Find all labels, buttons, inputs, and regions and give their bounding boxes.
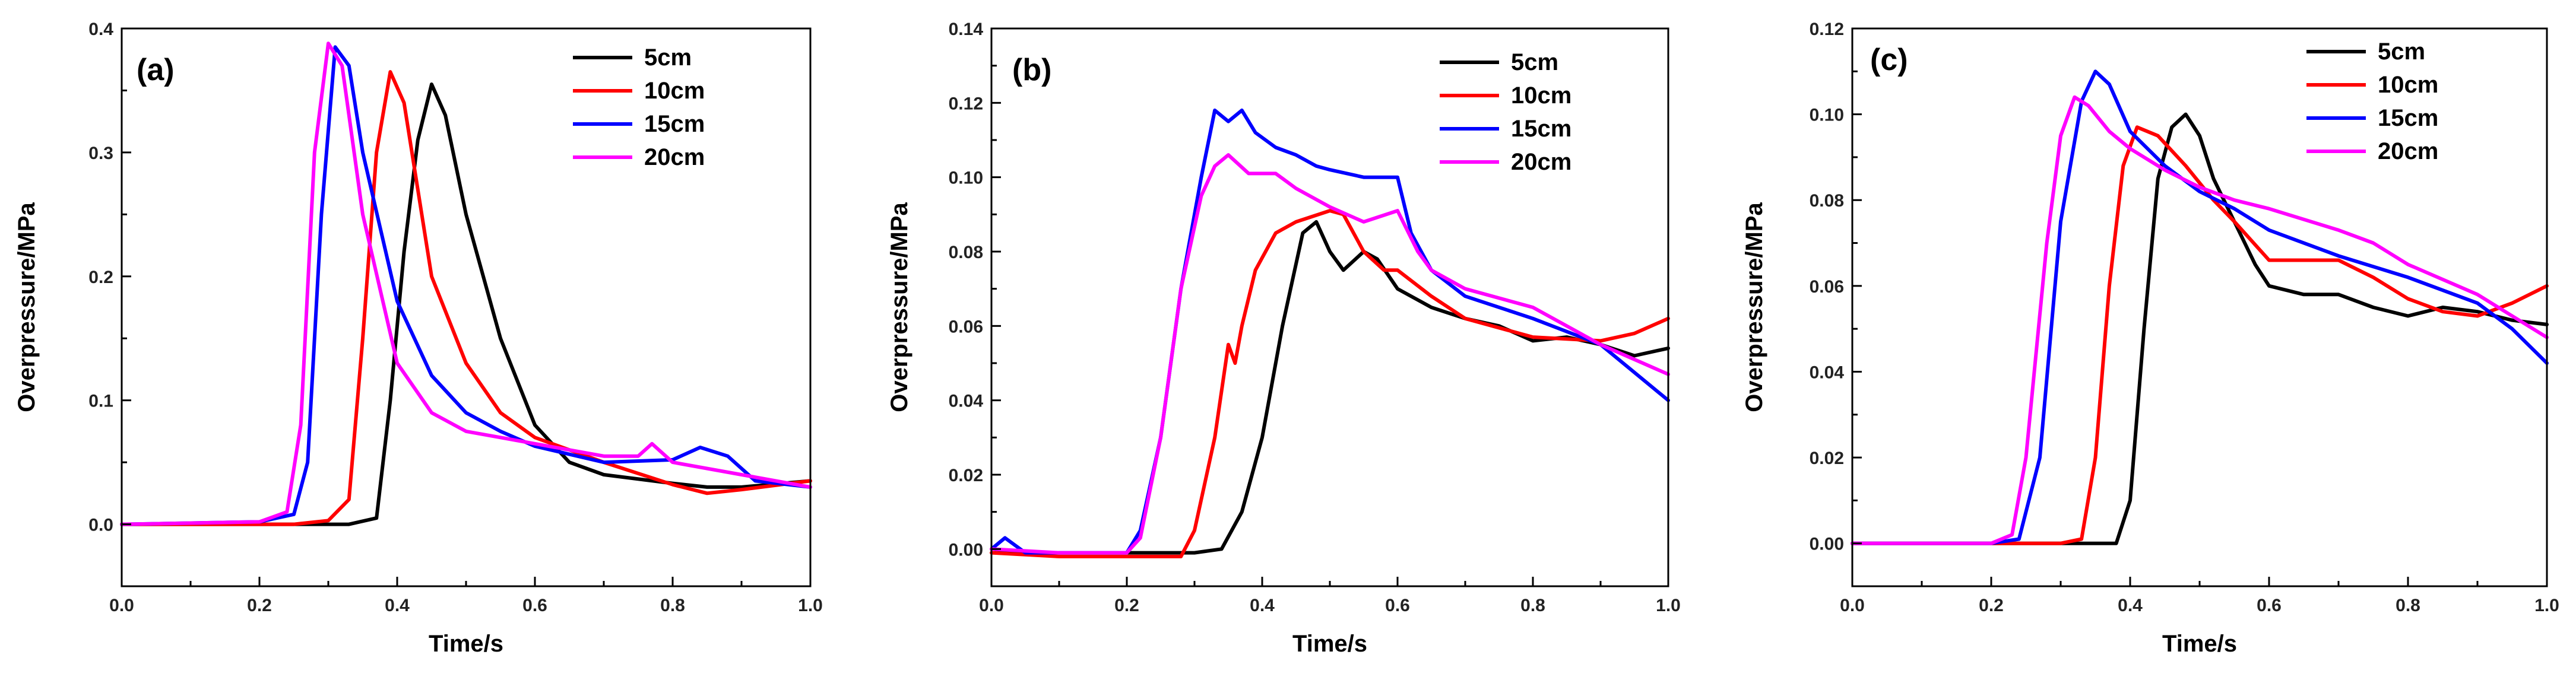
legend: 5cm 10cm 15cm 20cm bbox=[573, 45, 705, 170]
y-tick-label: 0.4 bbox=[88, 20, 113, 39]
x-tick-label: 0.8 bbox=[1520, 596, 1545, 615]
legend-label-5cm: 5cm bbox=[644, 45, 692, 71]
y-axis-title: Overpressure/MPa bbox=[1741, 202, 1767, 412]
series-line-15cm bbox=[120, 45, 812, 526]
y-tick-label: 0.08 bbox=[1810, 191, 1844, 211]
series-line-15cm bbox=[1851, 69, 2549, 545]
panel-a: 0.0 0.2 0.4 0.6 0.8 1.0 0.0 0.1 0.2 0.3 0.4 Time/s O… bbox=[14, 20, 823, 657]
y-axis-title: Overpressure/MPa bbox=[14, 202, 40, 412]
series-line-20cm bbox=[1851, 95, 2549, 545]
y-tick-label: 0.1 bbox=[88, 392, 113, 411]
x-tick-label: 0.2 bbox=[247, 596, 272, 615]
y-tick-label: 0.10 bbox=[949, 169, 983, 188]
series-line-5cm bbox=[120, 82, 812, 526]
panel-label: (c) bbox=[1870, 43, 1908, 77]
y-tick-label: 0.10 bbox=[1810, 106, 1844, 125]
legend-label-20cm: 20cm bbox=[2378, 138, 2438, 164]
y-tick-label: 0.00 bbox=[1810, 535, 1844, 554]
x-tick-label: 0.0 bbox=[1840, 596, 1865, 615]
y-tick-label: 0.00 bbox=[949, 540, 983, 560]
panel-b: 0.0 0.2 0.4 0.6 0.8 1.0 0.00 0.02 0.04 0.06 0.08 0.… bbox=[886, 20, 1681, 657]
x-tick-label: 0.2 bbox=[1114, 596, 1139, 615]
y-tick-label: 0.06 bbox=[949, 317, 983, 336]
legend-label-15cm: 15cm bbox=[2378, 105, 2438, 131]
legend-label-20cm: 20cm bbox=[1511, 149, 1571, 175]
legend-label-20cm: 20cm bbox=[644, 144, 705, 170]
x-tick-label: 0.6 bbox=[1385, 596, 1410, 615]
x-axis-title: Time/s bbox=[2162, 631, 2237, 657]
y-tick-label: 0.12 bbox=[1810, 20, 1844, 39]
legend-label-10cm: 10cm bbox=[644, 78, 705, 104]
y-tick-label: 0.02 bbox=[1810, 449, 1844, 468]
x-tick-label: 0.4 bbox=[385, 596, 410, 615]
x-tick-label: 1.0 bbox=[2534, 596, 2559, 615]
y-tick-label: 0.04 bbox=[949, 392, 984, 411]
x-axis-title: Time/s bbox=[429, 631, 503, 657]
plot-frame bbox=[121, 27, 812, 587]
x-tick-label: 0.4 bbox=[1250, 596, 1275, 615]
series-line-15cm bbox=[990, 108, 1670, 555]
series-line-10cm bbox=[1851, 125, 2549, 545]
plot-frame bbox=[990, 27, 1669, 587]
x-tick-label: 0.0 bbox=[109, 596, 134, 615]
legend-label-10cm: 10cm bbox=[1511, 82, 1571, 109]
y-tick-label: 0.02 bbox=[949, 466, 983, 485]
y-tick-label: 0.12 bbox=[949, 94, 983, 113]
y-tick-label: 0.04 bbox=[1810, 363, 1845, 382]
y-tick-label: 0.0 bbox=[88, 516, 113, 535]
series-line-5cm bbox=[1851, 112, 2549, 545]
y-tick-label: 0.3 bbox=[88, 144, 113, 163]
series-line-20cm bbox=[120, 42, 812, 526]
legend: 5cm 10cm 15cm 20cm bbox=[1440, 49, 1571, 175]
series-line-10cm bbox=[120, 70, 812, 526]
series-line-10cm bbox=[990, 209, 1670, 558]
legend-label-10cm: 10cm bbox=[2378, 72, 2438, 98]
legend-label-15cm: 15cm bbox=[644, 111, 705, 137]
x-tick-label: 0.6 bbox=[2257, 596, 2282, 615]
x-tick-label: 0.8 bbox=[2396, 596, 2420, 615]
x-axis-title: Time/s bbox=[1292, 631, 1367, 657]
y-tick-label: 0.2 bbox=[88, 268, 113, 287]
legend-label-15cm: 15cm bbox=[1511, 116, 1571, 142]
x-tick-label: 0.2 bbox=[1979, 596, 2004, 615]
x-tick-label: 1.0 bbox=[798, 596, 823, 615]
y-tick-label: 0.06 bbox=[1810, 277, 1844, 297]
x-tick-label: 0.6 bbox=[522, 596, 547, 615]
legend-label-5cm: 5cm bbox=[1511, 49, 1558, 75]
panel-label: (b) bbox=[1012, 53, 1051, 87]
x-tick-label: 0.8 bbox=[660, 596, 685, 615]
legend-label-5cm: 5cm bbox=[2378, 39, 2425, 65]
series-line-20cm bbox=[990, 153, 1670, 555]
x-tick-label: 1.0 bbox=[1656, 596, 1681, 615]
y-tick-label: 0.14 bbox=[949, 20, 984, 39]
panel-label: (a) bbox=[137, 53, 175, 87]
x-tick-label: 0.0 bbox=[979, 596, 1004, 615]
legend: 5cm 10cm 15cm 20cm bbox=[2306, 39, 2438, 164]
panel-c: 0.0 0.2 0.4 0.6 0.8 1.0 0.00 0.02 0.04 0.06 0.08 0.… bbox=[1741, 20, 2559, 657]
y-tick-label: 0.08 bbox=[949, 243, 983, 262]
y-axis-title: Overpressure/MPa bbox=[886, 202, 912, 412]
series-line-5cm bbox=[990, 220, 1670, 555]
x-tick-label: 0.4 bbox=[2118, 596, 2143, 615]
